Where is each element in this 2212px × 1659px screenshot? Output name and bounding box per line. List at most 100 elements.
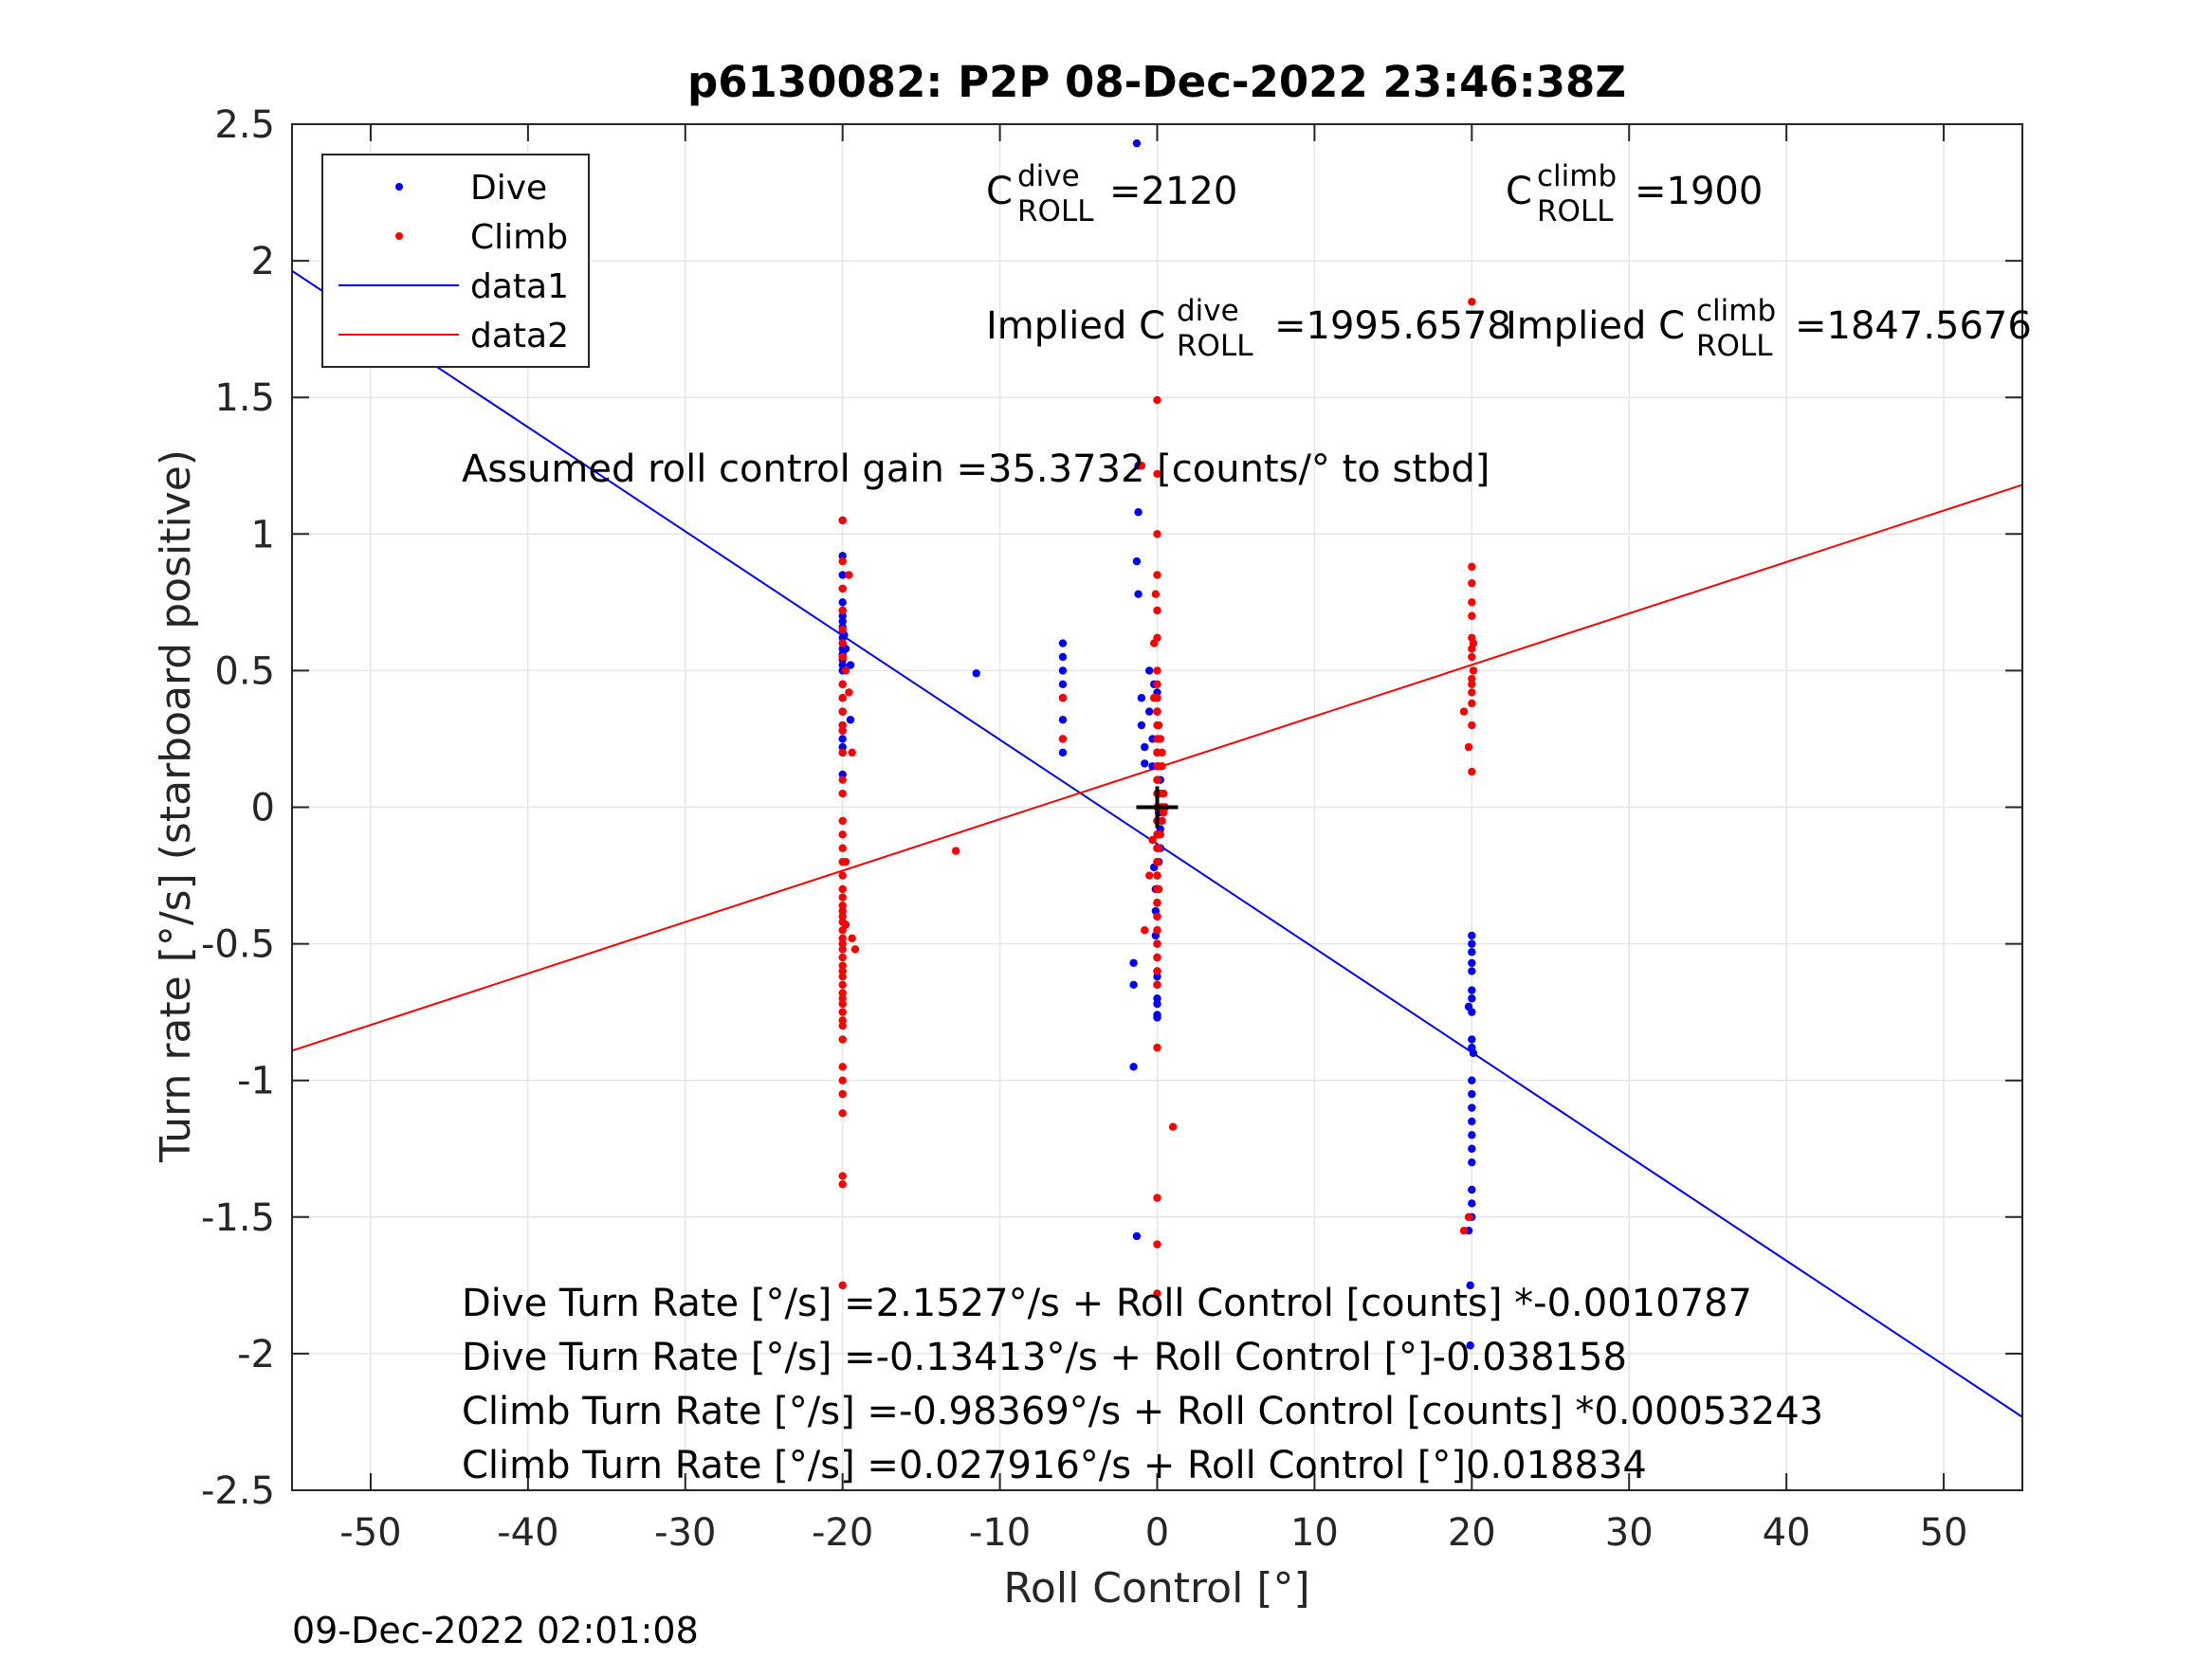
climb-point xyxy=(838,606,847,615)
c-climb-value: =1900 xyxy=(1635,170,1763,213)
climb-point xyxy=(838,893,847,902)
y-tick-label: -0.5 xyxy=(201,923,275,967)
legend-dive-marker xyxy=(395,183,403,191)
climb-point xyxy=(1468,578,1476,588)
dive-point xyxy=(1468,931,1476,940)
legend-climb-marker xyxy=(395,232,403,240)
climb-point xyxy=(1153,775,1161,784)
climb-point xyxy=(1153,925,1161,935)
climb-point xyxy=(838,1180,847,1189)
dive-point xyxy=(1466,1341,1474,1350)
climb-point xyxy=(1153,530,1161,538)
c-dive-sub: ROLL xyxy=(1017,194,1094,228)
climb-point xyxy=(1153,1043,1161,1052)
climb-point xyxy=(1154,844,1163,852)
equation-dive-counts: Dive Turn Rate [°/s] =2.1527°/s + Roll C… xyxy=(462,1282,1752,1325)
x-tick-label: 30 xyxy=(1605,1511,1654,1555)
climb-point xyxy=(1153,912,1161,921)
dive-point xyxy=(1153,1013,1161,1022)
dive-point xyxy=(1468,1117,1476,1126)
climb-point xyxy=(838,789,847,798)
y-tick-label: 1.5 xyxy=(214,376,275,420)
dive-point xyxy=(1153,994,1161,1003)
implied-dive-sub: ROLL xyxy=(1177,329,1253,363)
climb-point xyxy=(1464,1212,1473,1222)
climb-point xyxy=(1058,735,1068,743)
climb-point xyxy=(838,680,847,689)
climb-point xyxy=(838,726,847,736)
dive-point xyxy=(1468,939,1476,948)
climb-point xyxy=(838,1089,847,1099)
climb-point xyxy=(1149,694,1159,702)
dive-point xyxy=(1129,980,1138,990)
climb-point xyxy=(838,912,847,921)
climb-point xyxy=(841,857,850,866)
climb-point xyxy=(1137,462,1146,470)
y-tick-label: -2 xyxy=(237,1333,275,1376)
climb-point xyxy=(1468,699,1476,708)
climb-point xyxy=(1154,720,1163,730)
x-tick-label: 20 xyxy=(1448,1511,1496,1555)
climb-point xyxy=(838,1035,847,1044)
dive-point xyxy=(1468,1103,1476,1112)
climb-point xyxy=(838,902,847,910)
x-axis-label: Roll Control [°] xyxy=(1003,1564,1309,1613)
climb-point xyxy=(1464,742,1473,752)
y-tick-label: 2.5 xyxy=(214,103,275,147)
dive-point xyxy=(838,598,847,607)
legend-data1-label: data1 xyxy=(470,267,569,306)
climb-point xyxy=(838,980,847,990)
climb-point xyxy=(838,972,847,981)
climb-point xyxy=(1153,606,1161,615)
climb-point xyxy=(1153,967,1161,975)
climb-point xyxy=(838,639,847,647)
dive-point xyxy=(838,552,847,560)
dive-point xyxy=(972,669,980,678)
climb-point xyxy=(1468,674,1476,684)
dive-point xyxy=(1468,967,1476,975)
climb-point xyxy=(1158,816,1166,826)
climb-point xyxy=(1468,598,1476,607)
climb-point xyxy=(1468,562,1476,572)
dive-point xyxy=(1132,556,1142,566)
climb-point xyxy=(838,1008,847,1016)
climb-point xyxy=(1459,707,1469,716)
climb-point xyxy=(838,1016,847,1025)
climb-point xyxy=(838,961,847,970)
x-tick-label: 10 xyxy=(1290,1511,1339,1555)
climb-point xyxy=(1459,1227,1469,1235)
x-tick-label: -40 xyxy=(497,1511,558,1555)
climb-point xyxy=(1156,735,1165,743)
climb-point xyxy=(1168,1122,1178,1131)
dive-point xyxy=(1153,972,1161,981)
equation-dive-degrees: Dive Turn Rate [°/s] =-0.13413°/s + Roll… xyxy=(462,1336,1627,1379)
climb-point xyxy=(1153,1289,1161,1298)
climb-point xyxy=(1149,639,1159,647)
dive-point xyxy=(1468,1199,1476,1208)
climb-point xyxy=(848,748,856,757)
legend-dive-label: Dive xyxy=(470,169,547,208)
footer-timestamp: 09-Dec-2022 02:01:08 xyxy=(292,1610,699,1651)
c-roll-climb-annotation: C climb ROLL =1900 xyxy=(1506,159,1763,228)
climb-point xyxy=(1153,395,1161,405)
climb-point xyxy=(838,694,847,702)
legend-box xyxy=(321,154,590,368)
dive-point xyxy=(1468,986,1476,994)
c-climb-sup: climb xyxy=(1537,159,1617,193)
implied-climb-sup: climb xyxy=(1696,294,1776,328)
climb-point xyxy=(1156,830,1165,839)
y-tick-label: 0.5 xyxy=(214,649,275,693)
climb-point xyxy=(838,906,847,916)
implied-dive-value: =1995.6578 xyxy=(1274,304,1511,348)
climb-point xyxy=(841,666,850,675)
dive-point xyxy=(1468,994,1476,1003)
climb-point xyxy=(1153,980,1161,990)
implied-climb-value: =1847.5676 xyxy=(1795,304,2032,348)
y-axis-label: Turn rate [°/s] (starboard positive) xyxy=(152,449,200,1163)
climb-point xyxy=(1468,652,1476,662)
dive-point xyxy=(1466,1281,1474,1290)
x-tick-label: -10 xyxy=(969,1511,1031,1555)
dive-point xyxy=(846,716,855,724)
x-tick-label: -20 xyxy=(812,1511,873,1555)
